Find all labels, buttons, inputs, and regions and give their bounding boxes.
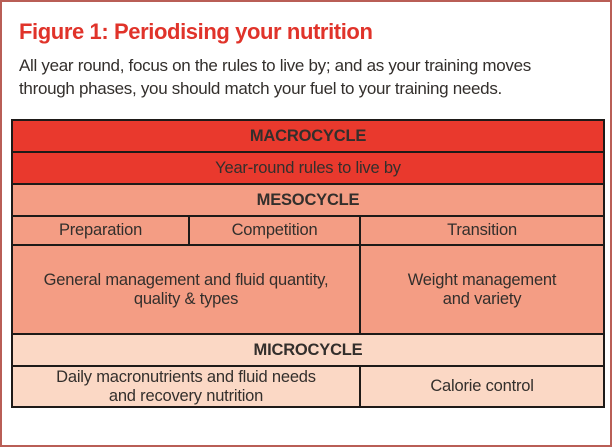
phase-cell-transition: Transition: [358, 215, 606, 246]
microcycle-header-cell: MICROCYCLE: [10, 333, 606, 367]
figure-caption: All year round, focus on the rules to li…: [19, 56, 531, 98]
daily-nutrition-cell: Daily macronutrients and fluid needs and…: [11, 365, 361, 408]
microcycle-row: MICROCYCLE: [10, 333, 606, 367]
macrocycle-header-cell: MACROCYCLE: [10, 119, 606, 153]
year-round-rules-cell: Year-round rules to live by: [10, 151, 606, 185]
prep-competition-nutrition-cell: General management and fluid quantity, q…: [11, 244, 361, 335]
calorie-control-cell: Calorie control: [358, 365, 606, 408]
phase-cell-competition: Competition: [188, 215, 361, 246]
mesocycle-nutrition-row: General management and fluid quantity, q…: [11, 244, 606, 335]
year-round-rules-row: Year-round rules to live by: [10, 151, 606, 185]
figure-title: Figure 1: Periodising your nutrition: [19, 19, 373, 44]
mesocycle-header-cell: MESOCYCLE: [10, 183, 606, 217]
mesocycle-row: MESOCYCLE: [10, 183, 606, 217]
phase-cell-preparation: Preparation: [11, 215, 190, 246]
microcycle-nutrition-row: Daily macronutrients and fluid needs and…: [11, 365, 606, 408]
transition-nutrition-cell: Weight management and variety: [358, 244, 606, 335]
periodisation-table: MACROCYCLE Year-round rules to live by M…: [10, 119, 606, 408]
macrocycle-row: MACROCYCLE: [10, 119, 606, 153]
phase-row: Preparation Competition Transition: [11, 215, 606, 246]
